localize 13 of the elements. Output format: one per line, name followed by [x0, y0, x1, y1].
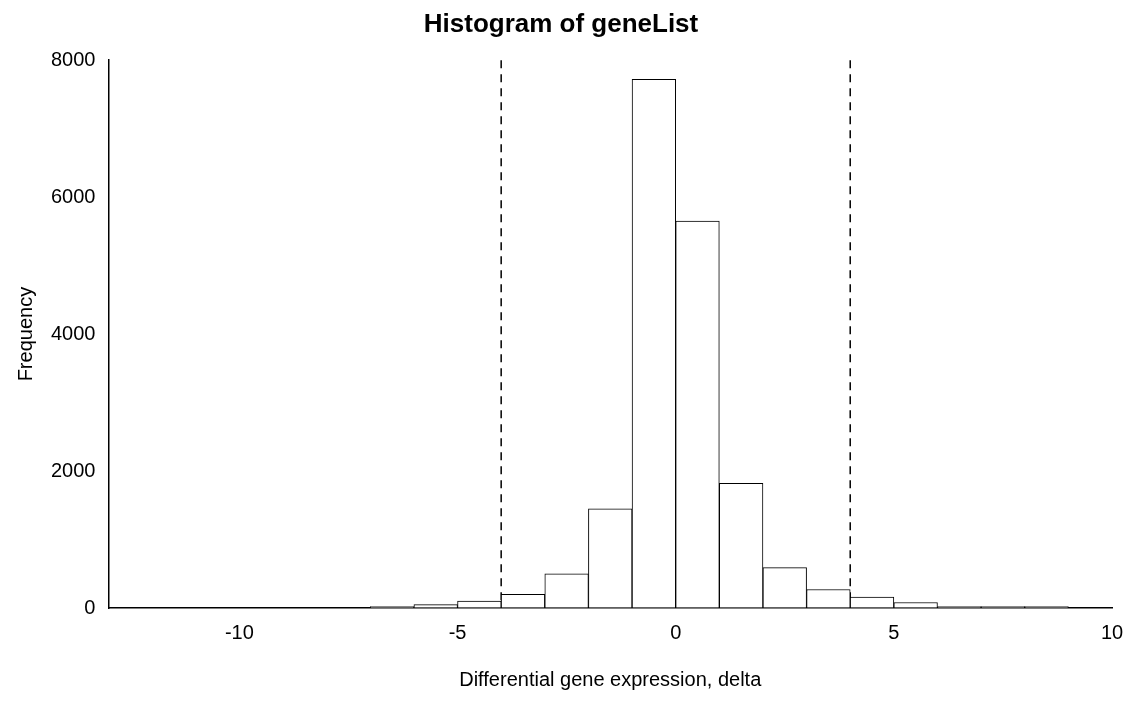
x-tick-label: 10: [1100, 620, 1124, 643]
x-axis-title: Differential gene expression, delta: [459, 667, 763, 690]
x-tick-label: 0: [670, 620, 682, 643]
y-tick-label: 8000: [50, 47, 96, 70]
x-tick-label: -10: [224, 620, 254, 643]
y-tick-label: 6000: [50, 184, 96, 207]
y-axis-title: Frequency: [13, 286, 36, 382]
y-tick-label: 2000: [50, 458, 96, 481]
x-tick-label: -5: [448, 620, 467, 643]
x-tick-label: 5: [888, 620, 900, 643]
y-tick-label: 4000: [50, 321, 96, 344]
chart-title: Histogram of geneList: [423, 7, 699, 38]
y-tick-label: 0: [84, 595, 96, 618]
